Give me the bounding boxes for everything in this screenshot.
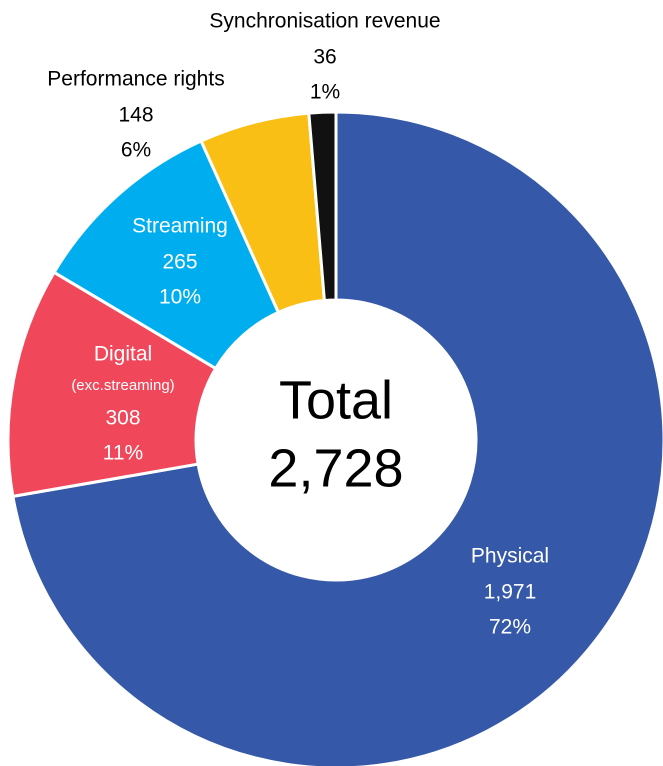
center-label: Total bbox=[279, 370, 393, 430]
percent-label: 10% bbox=[159, 286, 201, 309]
slice-label: Streaming bbox=[132, 215, 228, 238]
slice bbox=[6, 270, 218, 499]
percent-label: 6% bbox=[121, 139, 151, 162]
slice-label: Physical bbox=[471, 545, 549, 568]
value-label: 265 bbox=[162, 251, 197, 274]
slice-label: Digital bbox=[94, 343, 152, 366]
slice-label: Performance rights bbox=[47, 68, 224, 91]
percent-label: 1% bbox=[310, 81, 340, 104]
percent-label: 72% bbox=[489, 616, 531, 639]
slice bbox=[307, 110, 338, 303]
value-label: 36 bbox=[313, 46, 336, 69]
slice bbox=[11, 110, 663, 766]
total-label: 2,728 bbox=[268, 438, 403, 498]
slice-label: Synchronisation revenue bbox=[209, 10, 440, 33]
percent-label: 11% bbox=[103, 442, 143, 465]
value-label: 308 bbox=[105, 407, 140, 430]
slice-note: (exc.streaming) bbox=[71, 377, 174, 394]
value-label: 1,971 bbox=[484, 581, 537, 604]
slice bbox=[52, 139, 281, 371]
value-label: 148 bbox=[118, 104, 153, 127]
